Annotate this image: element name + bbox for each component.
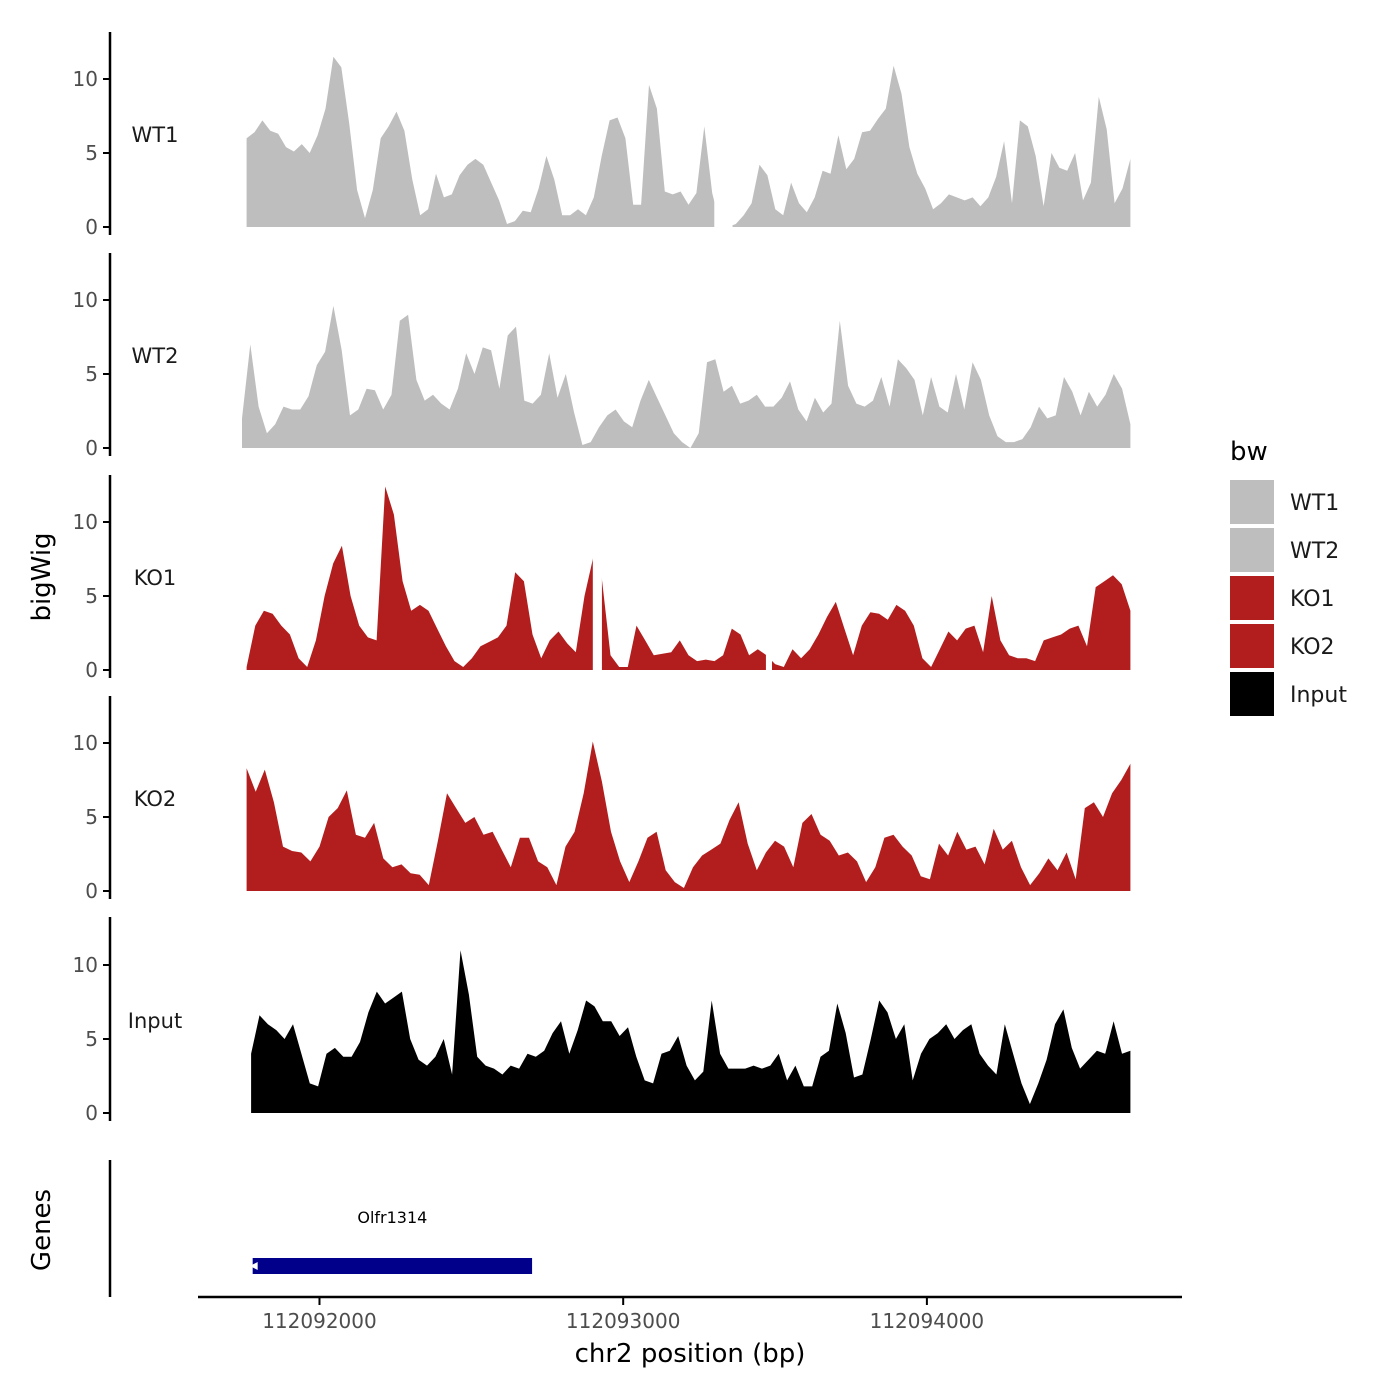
track-label-wt1: WT1: [132, 123, 179, 147]
y-tick-label-wt2-10: 10: [73, 288, 98, 312]
x-tick-label-112092000: 112092000: [262, 1309, 377, 1333]
gap-wt1-0: [714, 34, 733, 228]
coverage-tracks: 0 5 10 WT1 0 5 10 WT2 0 5 10 KO1 0 5 10 KO2 0 5 10 Input: [73, 32, 1131, 1125]
area-ko2: [246, 741, 1131, 891]
y-tick-label-ko2-10: 10: [73, 731, 98, 755]
y-tick-label-ko2-0: 0: [85, 879, 98, 903]
genes-panel-label: Genes: [27, 1189, 57, 1271]
legend-key-wt2: [1230, 528, 1274, 572]
legend-title: bw: [1230, 437, 1268, 467]
legend-label-wt1: WT1: [1290, 491, 1339, 516]
x-tick-label-112094000: 112094000: [870, 1309, 985, 1333]
track-input: 0 5 10 Input: [73, 917, 1131, 1125]
x-axis: chr2 position (bp) 112092000 112093000 112…: [198, 1295, 1182, 1369]
y-tick-label-ko1-5: 5: [85, 584, 98, 608]
legend-key-input: [1230, 672, 1274, 716]
y-tick-label-ko2-5: 5: [85, 805, 98, 829]
track-wt2: 0 5 10 WT2: [73, 253, 1131, 460]
gene-strand-arrow: [249, 1262, 258, 1270]
y-tick-label-ko1-0: 0: [85, 658, 98, 682]
y-tick-label-wt2-0: 0: [85, 436, 98, 460]
y-tick-label-wt1-0: 0: [85, 215, 98, 239]
track-ko2: 0 5 10 KO2: [73, 696, 1131, 903]
track-label-ko2: KO2: [134, 787, 177, 811]
area-wt2: [242, 305, 1131, 448]
track-label-wt2: WT2: [132, 344, 179, 368]
legend-label-ko1: KO1: [1290, 587, 1335, 612]
y-axis-title: bigWig: [27, 532, 57, 621]
track-label-ko1: KO1: [134, 566, 177, 590]
gap-ko1-1: [765, 477, 772, 671]
area-ko1: [246, 486, 1131, 670]
legend-label-input: Input: [1290, 683, 1347, 708]
y-tick-label-wt1-5: 5: [85, 141, 98, 165]
legend-key-wt1: [1230, 480, 1274, 524]
track-label-input: Input: [128, 1009, 182, 1033]
legend-key-ko1: [1230, 576, 1274, 620]
x-tick-label-112093000: 112093000: [566, 1309, 681, 1333]
legend-label-ko2: KO2: [1290, 635, 1335, 660]
x-axis-title: chr2 position (bp): [575, 1339, 806, 1369]
track-wt1: 0 5 10 WT1: [73, 32, 1131, 239]
legend: bw WT1 WT2 KO1 KO2 Input: [1230, 437, 1347, 716]
legend-label-wt2: WT2: [1290, 539, 1339, 564]
gap-ko1-0: [592, 477, 602, 671]
y-tick-label-wt2-5: 5: [85, 362, 98, 386]
y-tick-label-input-5: 5: [85, 1027, 98, 1051]
legend-key-ko2: [1230, 624, 1274, 668]
genes-panel: Genes Olfr1314: [27, 1160, 533, 1297]
y-tick-label-input-10: 10: [73, 953, 98, 977]
gene-label-olfr1314: Olfr1314: [357, 1208, 427, 1227]
area-input: [251, 950, 1131, 1113]
area-wt1: [246, 56, 1131, 227]
y-tick-label-input-0: 0: [85, 1101, 98, 1125]
y-tick-label-ko1-10: 10: [73, 510, 98, 534]
y-tick-label-wt1-10: 10: [73, 67, 98, 91]
gene-olfr1314: [252, 1258, 533, 1274]
track-ko1: 0 5 10 KO1: [73, 475, 1131, 682]
